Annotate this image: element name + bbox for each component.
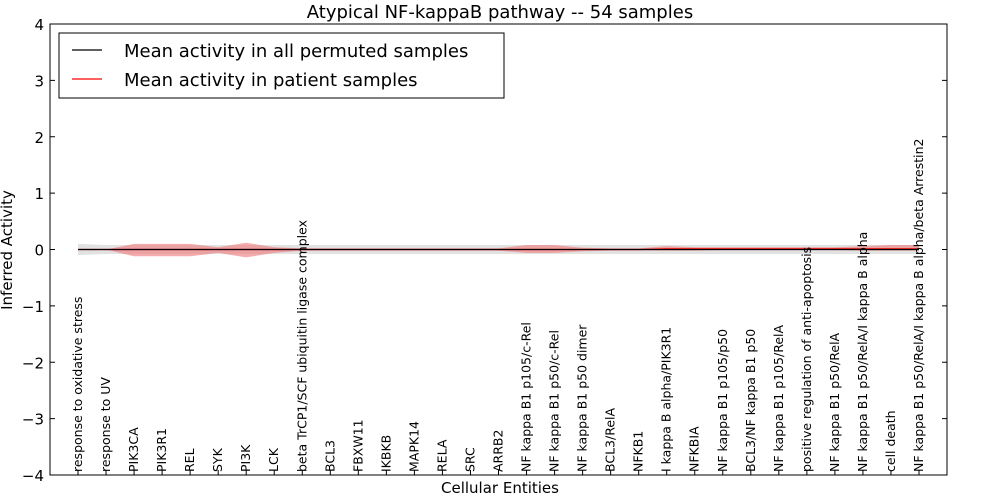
category-label: FBXW11 [350, 419, 365, 472]
y-tick-label: −2 [22, 354, 44, 372]
category-label: PI3K [238, 444, 253, 472]
category-label: SRC [463, 447, 478, 472]
legend-label-patient: Mean activity in patient samples [124, 70, 418, 91]
legend: Mean activity in all permuted samples Me… [58, 32, 505, 99]
category-label: NF kappa B1 p105/RelA [771, 325, 786, 472]
y-tick-label: 1 [34, 185, 44, 203]
category-label: NFKBIA [687, 426, 702, 472]
category-label: PIK3R1 [154, 428, 169, 472]
y-tick-label: 3 [34, 72, 44, 90]
category-label: NF kappa B1 p50 dimer [575, 324, 590, 472]
legend-label-permuted: Mean activity in all permuted samples [124, 41, 468, 62]
category-label: BCL3/RelA [603, 408, 618, 472]
category-label: response to oxidative stress [70, 297, 85, 472]
category-label: ARRB2 [491, 430, 506, 472]
category-label: SYK [210, 447, 225, 472]
chart-title: Atypical NF-kappaB pathway -- 54 samples [307, 2, 693, 23]
x-axis-label: Cellular Entities [441, 479, 559, 497]
category-label: NF kappa B1 p50/c-Rel [547, 330, 562, 472]
category-label: beta TrCP1/SCF ubiquitin ligase complex [294, 220, 309, 472]
series-lines [78, 248, 919, 251]
category-label: BCL3 [322, 440, 337, 472]
category-label: PIK3CA [126, 427, 141, 472]
category-label: NF kappa B1 p50/RelA/I kappa B alpha/bet… [911, 139, 926, 473]
y-tick-label: 2 [34, 129, 44, 147]
category-label: REL [182, 448, 197, 472]
category-label: LCK [266, 447, 281, 472]
category-label: IKBKB [378, 435, 393, 472]
y-axis-ticks: −4 −3 −2 −1 0 1 2 3 4 [22, 16, 947, 485]
category-labels: response to oxidative stress response to … [70, 139, 926, 475]
category-label: RELA [434, 439, 449, 472]
category-label: cell death [883, 410, 898, 472]
category-label: NF kappa B1 p105/p50 [715, 329, 730, 472]
category-label: NFKB1 [631, 431, 646, 472]
category-label: NF kappa B1 p105/c-Rel [519, 322, 534, 472]
category-label: I kappa B alpha/PIK3R1 [659, 327, 674, 472]
category-label: response to UV [98, 377, 113, 472]
y-axis-label: Inferred Activity [0, 190, 16, 310]
category-label: BCL3/NF kappa B1 p50 [743, 329, 758, 472]
y-tick-label: −1 [22, 298, 44, 316]
y-tick-label: 4 [34, 16, 44, 34]
y-tick-label: −4 [22, 467, 44, 485]
category-label: MAPK14 [406, 421, 421, 472]
y-tick-label: −3 [22, 411, 44, 429]
category-label: NF kappa B1 p50/RelA/I kappa B alpha [855, 232, 870, 472]
category-label: NF kappa B1 p50/RelA [827, 332, 842, 472]
category-label: positive regulation of anti-apoptosis [799, 247, 814, 472]
legend-box [58, 32, 505, 99]
y-tick-label: 0 [34, 242, 44, 260]
